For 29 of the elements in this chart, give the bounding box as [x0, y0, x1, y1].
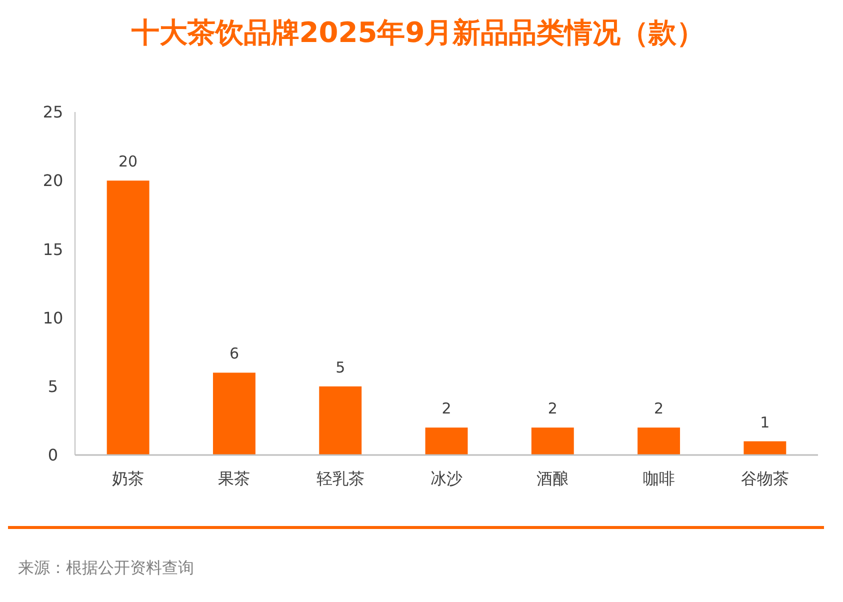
bar: [425, 428, 468, 455]
bar: [319, 386, 362, 455]
data-label: 2: [654, 400, 664, 418]
x-tick-label: 轻乳茶: [316, 469, 364, 488]
y-tick-label: 0: [48, 446, 58, 465]
x-tick-label: 酒酿: [536, 469, 569, 488]
data-label: 6: [229, 344, 239, 363]
y-tick-label: 5: [48, 377, 58, 396]
chart-title: 十大茶饮品牌2025年9月新品品类情况（款）: [130, 16, 705, 49]
y-tick-label: 15: [42, 240, 64, 259]
y-tick-label: 20: [42, 171, 64, 190]
bar: [212, 372, 256, 455]
x-tick-label: 咖啡: [642, 469, 675, 488]
x-tick-label: 冰沙: [430, 469, 462, 488]
x-tick-label: 奶茶: [112, 469, 144, 488]
data-label: 20: [118, 152, 138, 171]
source-note: 来源：根据公开资料查询: [18, 558, 194, 577]
bar: [106, 180, 150, 455]
data-label: 2: [442, 400, 452, 418]
data-label: 1: [760, 413, 770, 432]
bar: [638, 428, 680, 455]
bar: [531, 428, 574, 455]
x-tick-label: 谷物茶: [740, 469, 789, 488]
data-label: 2: [548, 400, 558, 418]
data-label: 5: [336, 358, 346, 376]
y-tick-label: 25: [42, 102, 64, 122]
y-tick-label: 10: [42, 308, 64, 328]
x-tick-label: 果茶: [218, 469, 250, 488]
bar: [744, 441, 786, 455]
